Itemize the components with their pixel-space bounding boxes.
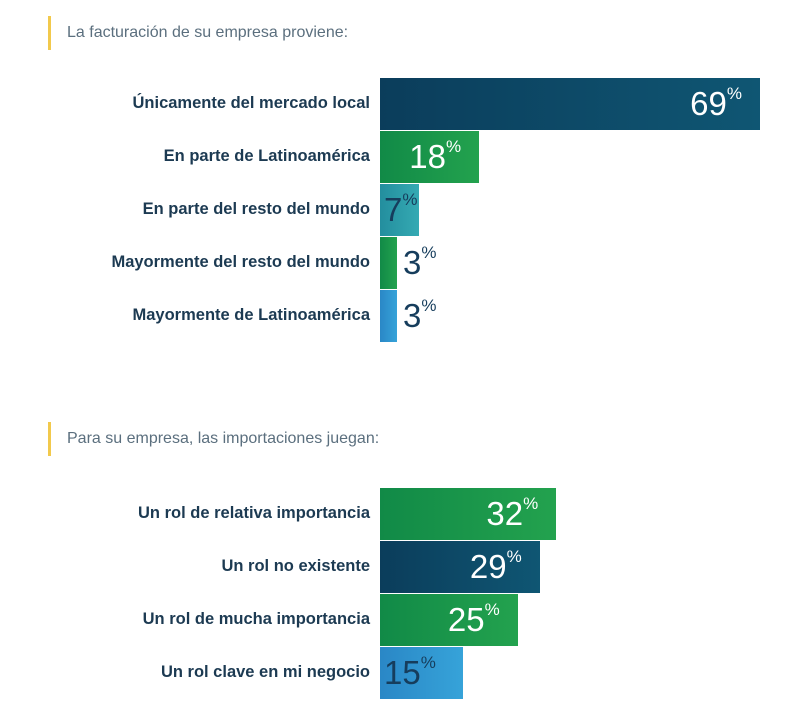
bar-value-label: 32% (486, 494, 539, 532)
bar-value-label: 3% (403, 296, 437, 334)
chart-row: Un rol de relativa importancia 32% (0, 488, 800, 540)
bar (380, 488, 557, 540)
bar-value-label: 29% (469, 547, 522, 585)
bar (380, 131, 480, 183)
chart-row: Un rol clave en mi negocio 15% (0, 647, 800, 699)
chart-row: Únicamente del mercado local 69% (0, 78, 800, 130)
bar-value-label: 18% (409, 137, 462, 175)
bar-label: En parte del resto del mundo (142, 200, 370, 218)
bar-label: Un rol de relativa importancia (138, 504, 370, 522)
chart-row: Mayormente de Latinoamérica 3% (0, 290, 800, 342)
chart-row: Un rol de mucha importancia 25% (0, 594, 800, 646)
bar (380, 290, 397, 342)
bar (380, 78, 760, 130)
chart-row: Un rol no existente 29% (0, 541, 800, 593)
bar-label: Únicamente del mercado local (132, 94, 370, 112)
bar (380, 541, 540, 593)
bar-label: Mayormente del resto del mundo (111, 253, 370, 271)
bar-label: Mayormente de Latinoamérica (132, 306, 371, 324)
chart-row: Mayormente del resto del mundo 3% (0, 237, 800, 289)
bar-value-label: 3% (403, 243, 437, 281)
bar-label: Un rol de mucha importancia (142, 610, 370, 628)
bar (380, 594, 518, 646)
bar-value-label: 69% (690, 84, 742, 122)
bar-label: Un rol no existente (221, 557, 370, 575)
bar (380, 647, 463, 699)
bar-label: Un rol clave en mi negocio (160, 663, 370, 681)
bar (380, 237, 397, 289)
revenue-chart-title: La facturación de su empresa proviene: (48, 16, 348, 50)
bar-value-label: 7% (384, 190, 418, 228)
imports-chart-title: Para su empresa, las importaciones juega… (48, 422, 379, 456)
bar-label: En parte de Latinoamérica (163, 147, 370, 165)
chart-row: En parte del resto del mundo 7% (0, 184, 800, 236)
bar-value-label: 25% (447, 600, 500, 638)
chart-row: En parte de Latinoamérica 18% (0, 131, 800, 183)
bar-value-label: 15% (384, 653, 436, 691)
bar (380, 184, 419, 236)
